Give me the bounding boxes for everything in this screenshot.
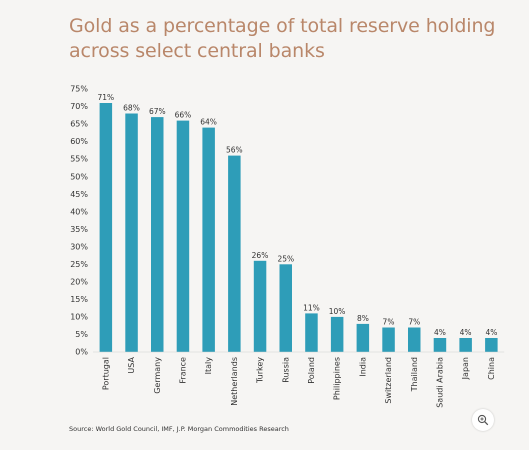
- bar: [99, 103, 113, 352]
- bar: [279, 264, 292, 352]
- x-axis: Portugal USA Germany France Italy Netherlands…: [93, 351, 505, 408]
- bar: [356, 323, 370, 352]
- source-note: Source: World Gold Council, IMF, J.P. Mo…: [69, 425, 289, 433]
- data-label: 11%: [303, 303, 320, 312]
- x-tick-label: Thailand: [410, 357, 419, 392]
- data-label: 4%: [485, 328, 497, 337]
- data-label: 7%: [383, 318, 395, 327]
- x-tick-label: China: [487, 357, 496, 380]
- zoom-in-icon: [477, 414, 489, 426]
- y-tick-label: 40%: [70, 207, 88, 216]
- data-label: 66%: [175, 111, 192, 120]
- x-tick-label: Netherlands: [230, 357, 239, 406]
- x-tick-label: India: [358, 357, 367, 377]
- bar: [330, 316, 344, 352]
- bar: [253, 260, 267, 352]
- x-tick-label: Portugal: [101, 357, 110, 390]
- y-tick-label: 15%: [70, 295, 88, 304]
- y-tick-label: 70%: [70, 102, 88, 111]
- bar: [382, 327, 395, 352]
- data-label: 10%: [329, 307, 346, 316]
- x-tick-label: Turkey: [256, 357, 265, 384]
- x-tick-label: Philippines: [333, 357, 342, 400]
- y-tick-label: 55%: [70, 155, 88, 164]
- data-label: 56%: [226, 146, 243, 155]
- y-tick-label: 50%: [70, 172, 88, 181]
- bar: [151, 117, 164, 352]
- x-tick-label: USA: [127, 356, 136, 373]
- y-tick-label: 35%: [70, 225, 88, 234]
- chart-title: Gold as a percentage of total reserve ho…: [69, 15, 496, 62]
- data-label: 25%: [277, 254, 294, 263]
- x-tick-label: Saudi Arabia: [435, 357, 444, 408]
- x-tick-label: Japan: [461, 357, 470, 380]
- x-tick-label: Italy: [204, 357, 213, 375]
- y-tick-label: 60%: [70, 137, 88, 146]
- data-label: 4%: [434, 328, 446, 337]
- y-axis: 0% 5% 10% 15% 20% 25% 30% 35% 40% 45% 50% 55% 60% 65%…: [70, 85, 88, 357]
- data-label: 71%: [97, 93, 114, 102]
- bar: [125, 113, 138, 352]
- bar: [176, 120, 190, 352]
- y-tick-label: 5%: [75, 330, 88, 339]
- data-label: 4%: [460, 328, 472, 337]
- data-label: 68%: [123, 104, 140, 113]
- y-tick-label: 65%: [70, 120, 88, 129]
- bar: [202, 127, 215, 352]
- bar: [228, 155, 241, 352]
- bar: [408, 327, 421, 352]
- y-tick-label: 30%: [70, 242, 88, 251]
- data-label: 8%: [357, 314, 369, 323]
- x-tick-label: France: [178, 357, 187, 384]
- y-tick-label: 45%: [70, 190, 88, 199]
- bars: 71% 68% 67% 66% 64% 56% 26% 25% 11% 10% 8% 7% 7% 4% 4%…: [97, 93, 498, 352]
- bar: [433, 338, 447, 352]
- y-tick-label: 10%: [70, 313, 88, 322]
- bar: [485, 338, 498, 352]
- data-label: 64%: [200, 118, 217, 127]
- zoom-button[interactable]: [472, 409, 494, 431]
- bar: [305, 313, 318, 352]
- data-label: 7%: [408, 318, 420, 327]
- data-label: 26%: [252, 251, 269, 260]
- bar: [459, 338, 472, 352]
- x-tick-label: Switzerland: [384, 357, 393, 404]
- y-tick-label: 25%: [70, 260, 88, 269]
- x-tick-label: Germany: [153, 357, 162, 394]
- data-label: 67%: [149, 107, 166, 116]
- y-tick-label: 20%: [70, 277, 88, 286]
- x-tick-label: Russia: [281, 357, 290, 383]
- y-tick-label: 75%: [70, 85, 88, 94]
- y-tick-label: 0%: [75, 348, 88, 357]
- x-tick-label: Poland: [307, 357, 316, 384]
